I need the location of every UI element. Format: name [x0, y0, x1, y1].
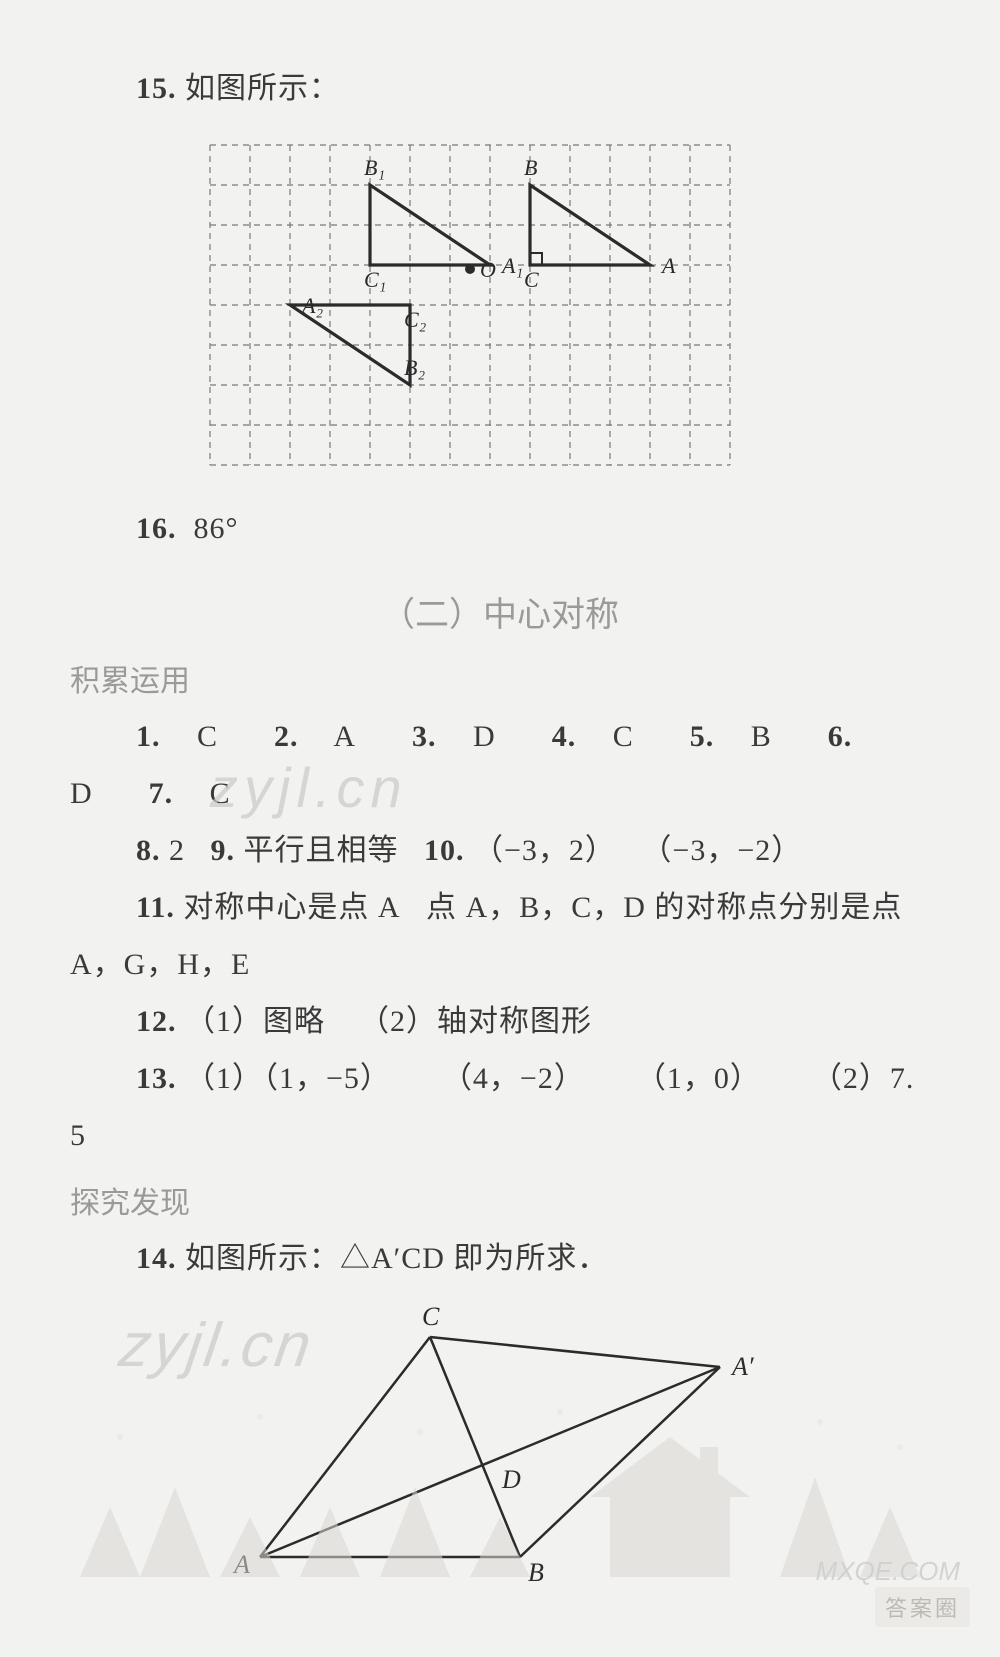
n8: 8. — [136, 834, 161, 867]
v9: 平行且相等 — [244, 834, 399, 867]
triangle-diagram-svg: A B C A′ D — [220, 1297, 780, 1597]
answer-item: 1. C — [136, 720, 246, 753]
answer-number: 4. — [552, 720, 577, 753]
answer-value: D — [70, 777, 93, 810]
q11-cont: A，G，H，E — [70, 936, 930, 993]
q14-line: 14. 如图所示：△A′CD 即为所求． — [70, 1230, 930, 1287]
svg-text:B: B — [528, 1558, 544, 1587]
q12-p2: （2）轴对称图形 — [359, 1005, 592, 1038]
answer-number: 6. — [828, 720, 853, 753]
svg-text:D: D — [501, 1465, 521, 1494]
q16-line: 16. 86° — [70, 500, 930, 557]
q15-line: 15. 如图所示： — [70, 60, 930, 117]
q13-label: 13. — [136, 1062, 177, 1095]
svg-text:A₁: A₁ — [500, 253, 523, 278]
answer-item: 3. D — [412, 720, 524, 753]
q11-t1: 对称中心是点 A — [183, 891, 400, 924]
q16-value: 86° — [194, 512, 239, 545]
svg-text:A′: A′ — [730, 1352, 754, 1381]
v10a: （−3，2） — [473, 834, 616, 867]
n9: 9. — [211, 834, 236, 867]
v10b: （−3，−2） — [641, 834, 802, 867]
svg-text:C₁: C₁ — [364, 267, 386, 292]
subhead-2: 探究发现 — [70, 1178, 930, 1222]
answer-number: 2. — [274, 720, 299, 753]
q15-label: 15. — [136, 72, 177, 105]
answer-value: A — [327, 720, 357, 753]
svg-text:A₂: A₂ — [300, 293, 323, 318]
answer-number: 1. — [136, 720, 161, 753]
q11-line: 11. 对称中心是点 A 点 A，B，C，D 的对称点分别是点 — [70, 879, 930, 936]
answer-value: C — [201, 777, 231, 810]
grid-figure: A B CA₁ B₁ C₁ A₂ C₂ B₂ O — [190, 125, 930, 490]
answer-value: C — [604, 720, 634, 753]
answer-value: B — [742, 720, 772, 753]
answers-row-2: 8. 2 9. 平行且相等 10. （−3，2） （−3，−2） — [70, 822, 930, 879]
subhead-1: 积累运用 — [70, 656, 930, 700]
q13-p3: （1，0） — [636, 1062, 761, 1095]
answer-number: 5. — [690, 720, 715, 753]
answer-item: 2. A — [274, 720, 384, 753]
svg-text:A: A — [232, 1550, 250, 1579]
svg-text:B₁: B₁ — [364, 155, 385, 180]
q14-text: 如图所示：△A′CD 即为所求． — [185, 1242, 608, 1275]
q11-label: 11. — [136, 891, 175, 924]
q15-text: 如图所示： — [185, 72, 340, 105]
q14-label: 14. — [136, 1242, 177, 1275]
v8: 2 — [169, 834, 185, 867]
q12-line: 12. （1）图略 （2）轴对称图形 — [70, 993, 930, 1050]
q16-label: 16. — [136, 512, 177, 545]
answer-badge: 答案圈 — [875, 1587, 970, 1627]
answer-item: 7. C — [149, 777, 259, 810]
svg-text:O: O — [480, 257, 496, 282]
q11-t2: 点 A，B，C，D 的对称点分别是点 — [426, 891, 902, 924]
svg-text:C₂: C₂ — [404, 307, 427, 332]
grid-diagram-svg: A B CA₁ B₁ C₁ A₂ C₂ B₂ O — [190, 125, 750, 485]
answer-item: 5. B — [690, 720, 800, 753]
q12-p1: （1）图略 — [185, 1005, 325, 1038]
svg-text:C: C — [524, 267, 539, 292]
n10: 10. — [424, 834, 465, 867]
section-title: （二）中心对称 — [70, 587, 930, 636]
answer-number: 7. — [149, 777, 174, 810]
answer-value: C — [189, 720, 219, 753]
q13-p2: （4，−2） — [442, 1062, 585, 1095]
answer-value: D — [465, 720, 496, 753]
answer-item: 4. C — [552, 720, 662, 753]
answer-number: 3. — [412, 720, 437, 753]
answers-row-1: 1. C 2. A 3. D 4. C 5. B 6. D 7. C — [70, 708, 930, 822]
svg-text:C: C — [422, 1302, 440, 1331]
q13-p1: （1）（1，−5） — [185, 1062, 391, 1095]
svg-text:B: B — [524, 155, 537, 180]
svg-text:B₂: B₂ — [404, 355, 425, 380]
q12-label: 12. — [136, 1005, 177, 1038]
triangle-figure: A B C A′ D — [70, 1297, 930, 1597]
svg-text:A: A — [660, 253, 676, 278]
q13-line: 13. （1）（1，−5） （4，−2） （1，0） （2）7. 5 — [70, 1050, 930, 1164]
